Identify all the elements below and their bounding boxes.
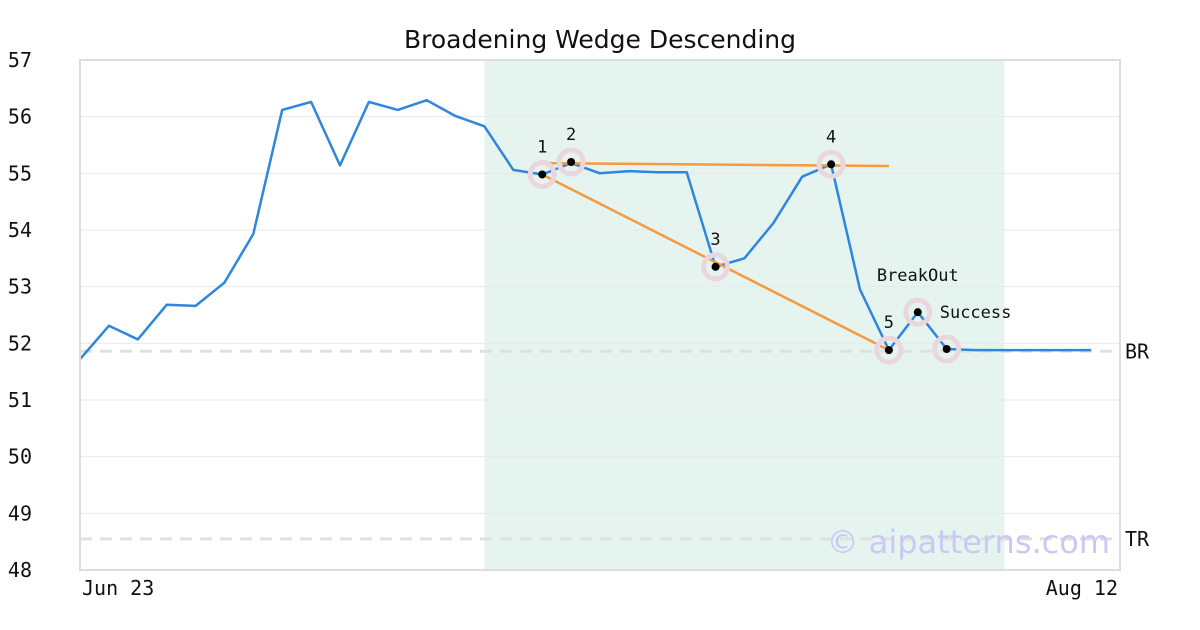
key-point-halo (903, 297, 933, 327)
key-point-marker (711, 262, 720, 271)
plot-frame (79, 59, 1121, 571)
y-tick-label: 55 (8, 161, 32, 185)
key-point-marker (884, 346, 893, 355)
y-tick-label: 57 (8, 48, 32, 72)
y-tick-label: 49 (8, 501, 32, 525)
y-tick-label: 53 (8, 275, 32, 299)
key-point-label: 4 (826, 127, 836, 147)
y-tick-label: 51 (8, 388, 32, 412)
key-point-halo (556, 147, 586, 177)
y-tick-label: 52 (8, 331, 32, 355)
key-point-label: 2 (566, 125, 576, 145)
y-tick-label: 54 (8, 218, 32, 242)
key-point-halo (874, 335, 904, 365)
chart-title: Broadening Wedge Descending (404, 25, 796, 54)
key-point-marker (827, 160, 836, 169)
price-series-line (79, 98, 1092, 361)
y-tick-label: 56 (8, 105, 32, 129)
key-point-halo (932, 334, 962, 364)
reference-line-label: TR (1125, 527, 1150, 551)
key-point-halo (701, 252, 731, 282)
key-point-label: 3 (710, 230, 720, 250)
x-tick-label: Aug 12 (1046, 576, 1118, 600)
annotation-label: Success (940, 303, 1012, 323)
key-point-label: 1 (537, 137, 547, 157)
y-tick-label: 50 (8, 445, 32, 469)
trend-line (541, 173, 890, 352)
key-point-marker (913, 308, 922, 317)
key-point-marker (567, 158, 576, 166)
highlight-region (484, 60, 1005, 570)
key-point-label: 5 (884, 313, 894, 333)
x-tick-label: Jun 23 (82, 576, 154, 600)
annotation-label: BreakOut (877, 266, 959, 286)
key-point-marker (538, 170, 547, 179)
key-point-marker (942, 345, 951, 353)
reference-line-label: BR (1125, 339, 1150, 363)
y-tick-label: 48 (8, 558, 32, 582)
key-point-halo (816, 149, 846, 179)
watermark: © aipatterns.com (827, 523, 1110, 561)
key-point-halo (527, 159, 557, 189)
